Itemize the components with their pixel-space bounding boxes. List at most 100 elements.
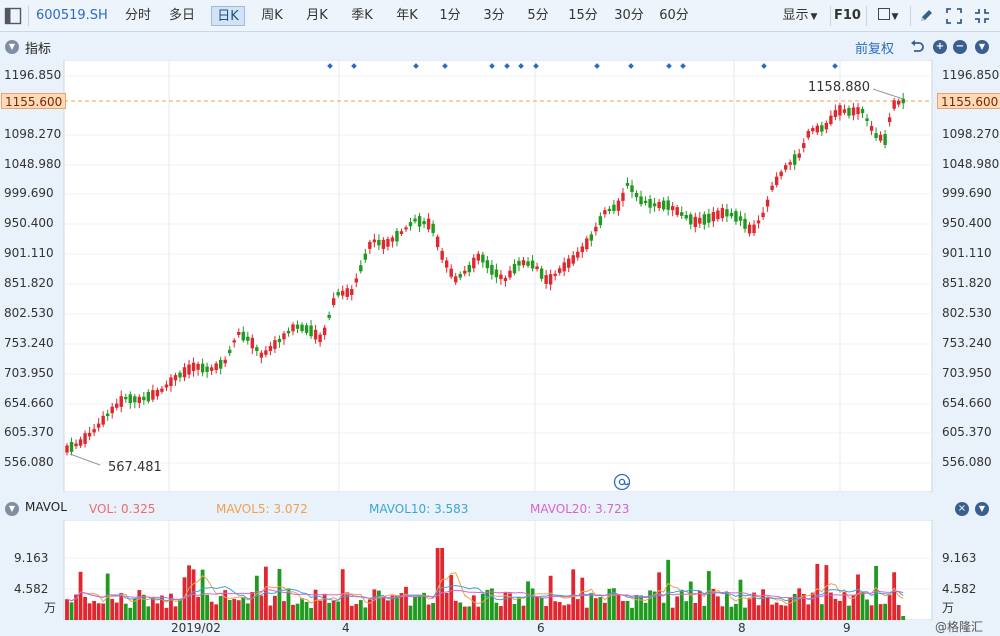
candlestick-chart[interactable] (0, 60, 1000, 492)
event-marker-icon[interactable] (680, 63, 686, 69)
period-tab-daily[interactable]: 日K (211, 6, 245, 26)
price-tick-left: 950.400 (4, 216, 54, 230)
candle-body (553, 273, 557, 276)
candle-body (892, 100, 896, 109)
candle-body (820, 125, 824, 132)
volume-bar (74, 594, 78, 620)
period-tab-monthly[interactable]: 月K (306, 8, 328, 23)
event-marker-icon[interactable] (594, 63, 600, 69)
candle-body (96, 423, 101, 428)
event-marker-icon[interactable] (518, 63, 524, 69)
period-tab-5min[interactable]: 5分 (527, 8, 549, 23)
candle-body (508, 270, 512, 278)
period-tab-30min[interactable]: 30分 (614, 8, 644, 23)
date-label-jun: 6 (537, 621, 545, 635)
event-marker-icon[interactable] (666, 63, 672, 69)
at-icon[interactable] (613, 473, 631, 491)
volume-dropdown-icon[interactable]: ▼ (975, 502, 989, 516)
period-tab-multiday[interactable]: 多日 (168, 8, 195, 23)
close-volume-panel-icon[interactable]: × (955, 502, 969, 516)
volume-bar (878, 604, 883, 620)
volume-bar (259, 595, 264, 620)
display-menu[interactable]: 显示 ▼ (776, 6, 824, 26)
period-tab-15min[interactable]: 15分 (568, 8, 598, 23)
volume-bar (471, 595, 476, 620)
volume-bar (304, 601, 309, 620)
candle-body (806, 130, 810, 138)
volume-bar (508, 593, 512, 620)
shrink-icon[interactable] (974, 8, 990, 24)
volume-bar (245, 603, 250, 620)
period-tab-yearly[interactable]: 年K (396, 8, 418, 23)
candle-body (196, 363, 200, 370)
volume-bar (792, 593, 797, 620)
volume-bar (607, 588, 612, 620)
candle-body (829, 115, 833, 125)
volume-bar (887, 594, 892, 620)
period-tab-intraday[interactable]: 分时 (124, 8, 151, 23)
remove-indicator-icon[interactable]: − (953, 40, 967, 54)
volume-bar (295, 603, 300, 620)
candle-body (594, 226, 598, 232)
volume-bar (661, 602, 666, 620)
volume-bar (223, 590, 228, 620)
candle-body (232, 340, 236, 343)
volume-bar (160, 595, 164, 620)
volume-bar (892, 572, 897, 620)
sidebar-toggle-icon[interactable] (4, 7, 22, 25)
event-marker-icon[interactable] (533, 63, 539, 69)
volume-bar (205, 594, 210, 620)
volume-bar (173, 606, 178, 620)
candle-body (693, 216, 697, 228)
candle-body (467, 264, 471, 273)
candle-body (765, 199, 770, 207)
volume-panel-title: MAVOL (25, 500, 67, 514)
candle-body (92, 429, 96, 433)
fullscreen-icon[interactable] (946, 8, 962, 24)
candle-body (390, 237, 395, 242)
event-marker-icon[interactable] (761, 63, 767, 69)
period-tab-1min[interactable]: 1分 (439, 8, 461, 23)
candle-body (869, 125, 874, 131)
stock-symbol[interactable]: 600519.SH (36, 8, 108, 23)
volume-bar (132, 598, 137, 620)
undo-icon[interactable] (909, 39, 925, 55)
candle-body (169, 377, 173, 387)
indicator-dropdown-icon[interactable]: ▼ (975, 40, 989, 54)
period-tab-weekly[interactable]: 周K (261, 8, 283, 23)
date-label-apr: 4 (342, 621, 350, 635)
collapse-icon[interactable]: ▼ (5, 502, 19, 516)
volume-bar (241, 597, 246, 620)
volume-chart[interactable] (0, 520, 1000, 620)
period-tab-3min[interactable]: 3分 (483, 8, 505, 23)
period-tab-60min[interactable]: 60分 (659, 8, 689, 23)
collapse-icon[interactable]: ▼ (5, 40, 19, 54)
period-tab-quarterly[interactable]: 季K (351, 8, 373, 23)
candle-body (702, 214, 707, 225)
price-tick-left: 605.370 (4, 425, 54, 439)
draw-pen-icon[interactable] (918, 8, 934, 24)
candle-body (752, 224, 756, 234)
volume-bar (187, 565, 191, 620)
date-label-sep: 9 (843, 621, 851, 635)
candle-body (802, 143, 806, 149)
chart-style-menu[interactable]: ▼ (872, 6, 904, 26)
volume-bar (489, 588, 494, 620)
candle-body (494, 269, 499, 278)
low-price-label: 567.481 (108, 460, 162, 475)
mavol20-legend: MAVOL20: 3.723 (530, 498, 629, 520)
candle-body (539, 268, 544, 279)
f10-button[interactable]: F10 (834, 8, 861, 23)
volume-bar (684, 601, 689, 620)
candle-body (304, 325, 309, 333)
candle-body (652, 203, 657, 207)
volume-tick-high: 9.163 (14, 551, 49, 565)
add-indicator-icon[interactable]: + (933, 40, 947, 54)
candle-body (793, 154, 797, 165)
adjust-mode-label[interactable]: 前复权 (855, 42, 895, 57)
volume-bar (747, 597, 752, 620)
candle-body (630, 185, 634, 192)
event-marker-icon[interactable] (628, 63, 634, 69)
price-tick-left: 999.690 (4, 186, 54, 200)
event-marker-icon[interactable] (832, 63, 838, 69)
